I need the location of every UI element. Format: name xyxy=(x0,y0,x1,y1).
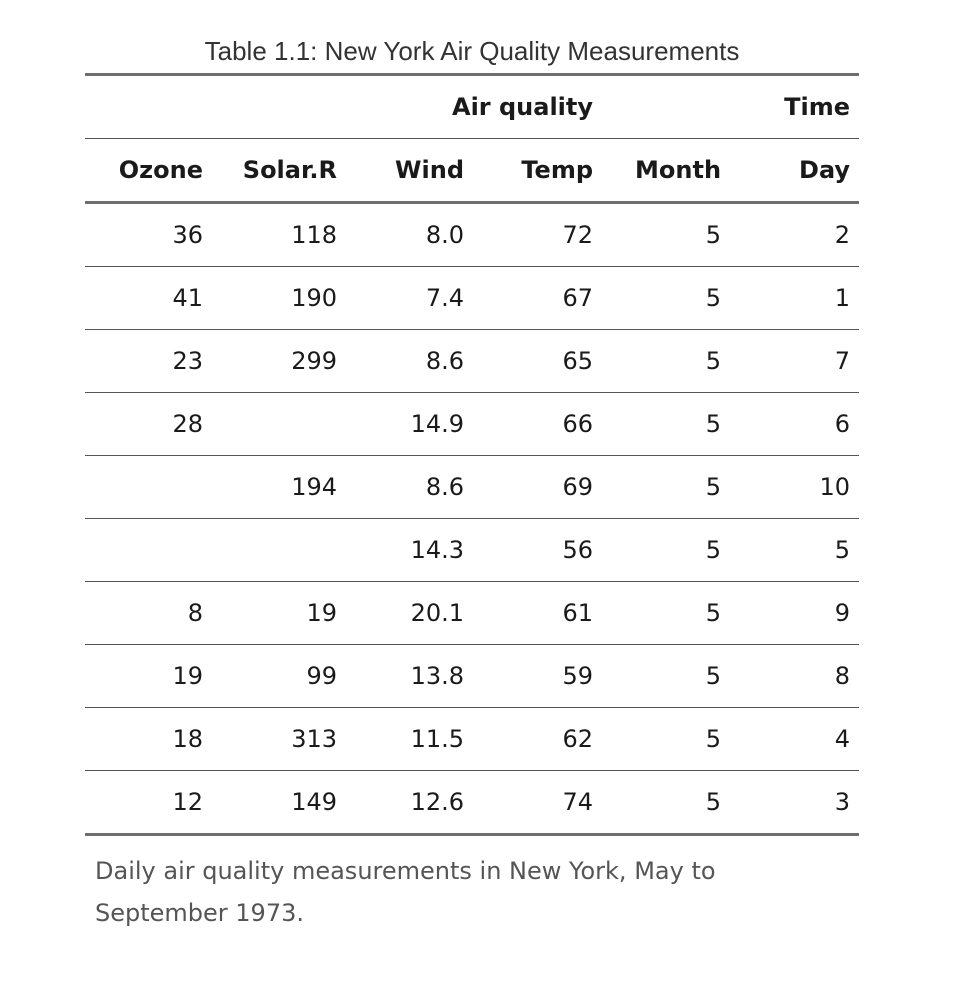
cell-ozone: 36 xyxy=(85,201,212,267)
cell-solar-r: 194 xyxy=(212,455,346,519)
table-caption: Daily air quality measurements in New Yo… xyxy=(95,857,716,927)
cell-day: 6 xyxy=(730,392,860,456)
cell-ozone: 41 xyxy=(85,266,212,330)
cell-solar-r xyxy=(212,392,346,456)
table-container: Table 1.1: New York Air Quality Measurem… xyxy=(85,30,860,934)
cell-wind: 8.0 xyxy=(346,201,473,267)
spanner-row: Air quality Time xyxy=(85,74,860,139)
cell-month: 5 xyxy=(602,707,731,771)
cell-day: 5 xyxy=(730,518,860,582)
cell-temp: 65 xyxy=(473,329,603,393)
cell-solar-r: 299 xyxy=(212,329,346,393)
cell-month: 5 xyxy=(602,201,731,267)
cell-ozone xyxy=(85,455,212,519)
cell-ozone xyxy=(85,518,212,582)
cell-solar-r: 118 xyxy=(212,201,346,267)
cell-ozone: 8 xyxy=(85,581,212,645)
cell-month: 5 xyxy=(602,455,731,519)
cell-wind: 14.3 xyxy=(346,518,473,582)
cell-temp: 69 xyxy=(473,455,603,519)
cell-wind: 14.9 xyxy=(346,392,473,456)
spanner-air-quality: Air quality xyxy=(85,74,603,139)
table-row: 18 313 11.5 62 5 4 xyxy=(85,707,860,771)
cell-solar-r xyxy=(212,518,346,582)
cell-temp: 56 xyxy=(473,518,603,582)
cell-temp: 59 xyxy=(473,644,603,708)
table-title: Table 1.1: New York Air Quality Measurem… xyxy=(204,36,740,66)
table-row: 23 299 8.6 65 5 7 xyxy=(85,329,860,393)
cell-temp: 72 xyxy=(473,201,603,267)
cell-ozone: 19 xyxy=(85,644,212,708)
cell-month: 5 xyxy=(602,266,731,330)
cell-day: 4 xyxy=(730,707,860,771)
cell-temp: 67 xyxy=(473,266,603,330)
cell-day: 2 xyxy=(730,201,860,267)
table-row: 194 8.6 69 5 10 xyxy=(85,455,860,519)
table-row: 12 149 12.6 74 5 3 xyxy=(85,771,859,835)
table-row: 8 19 20.1 61 5 9 xyxy=(85,581,860,645)
table-body: 36 118 8.0 72 5 2 41 190 7.4 67 5 1 23 2… xyxy=(85,201,860,835)
cell-wind: 8.6 xyxy=(346,455,473,519)
cell-month: 5 xyxy=(602,644,731,708)
cell-ozone: 18 xyxy=(85,707,212,771)
cell-ozone: 23 xyxy=(85,329,212,393)
cell-wind: 20.1 xyxy=(346,581,473,645)
spanner-time: Time xyxy=(602,74,860,139)
cell-ozone: 28 xyxy=(85,392,212,456)
cell-solar-r: 313 xyxy=(212,707,346,771)
cell-month: 5 xyxy=(602,518,731,582)
cell-temp: 74 xyxy=(562,788,594,816)
cell-wind: 12.6 xyxy=(410,788,464,816)
cell-solar-r: 149 xyxy=(291,788,337,816)
column-header-wind: Wind xyxy=(395,156,464,184)
cell-day: 1 xyxy=(730,266,860,330)
cell-day: 3 xyxy=(834,788,851,816)
cell-day: 9 xyxy=(730,581,860,645)
cell-month: 5 xyxy=(705,788,722,816)
cell-month: 5 xyxy=(602,392,731,456)
cell-temp: 66 xyxy=(473,392,603,456)
cell-wind: 7.4 xyxy=(346,266,473,330)
column-header-temp: Temp xyxy=(521,156,594,184)
table-row: 41 190 7.4 67 5 1 xyxy=(85,266,860,330)
air-quality-table: Air quality Time Ozone Solar.R Wind Temp… xyxy=(85,73,860,836)
cell-month: 5 xyxy=(602,581,731,645)
table-row: 36 118 8.0 72 5 2 xyxy=(85,201,860,267)
cell-wind: 13.8 xyxy=(346,644,473,708)
column-header-row: Ozone Solar.R Wind Temp Month Day xyxy=(85,139,859,203)
cell-day: 7 xyxy=(730,329,860,393)
cell-solar-r: 99 xyxy=(212,644,346,708)
column-header-day: Day xyxy=(799,156,851,184)
cell-solar-r: 19 xyxy=(212,581,346,645)
cell-temp: 61 xyxy=(473,581,603,645)
table-row: 14.3 56 5 5 xyxy=(85,518,860,582)
cell-solar-r: 190 xyxy=(212,266,346,330)
cell-wind: 11.5 xyxy=(346,707,473,771)
table-row: 19 99 13.8 59 5 8 xyxy=(85,644,860,708)
cell-temp: 62 xyxy=(473,707,603,771)
cell-month: 5 xyxy=(602,329,731,393)
column-header-month: Month xyxy=(635,156,722,184)
cell-ozone: 12 xyxy=(172,788,203,816)
cell-day: 10 xyxy=(730,455,860,519)
column-header-solar-r: Solar.R xyxy=(242,156,337,184)
column-header-ozone: Ozone xyxy=(118,156,203,184)
cell-wind: 8.6 xyxy=(346,329,473,393)
table-row: 28 14.9 66 5 6 xyxy=(85,392,860,456)
cell-day: 8 xyxy=(730,644,860,708)
